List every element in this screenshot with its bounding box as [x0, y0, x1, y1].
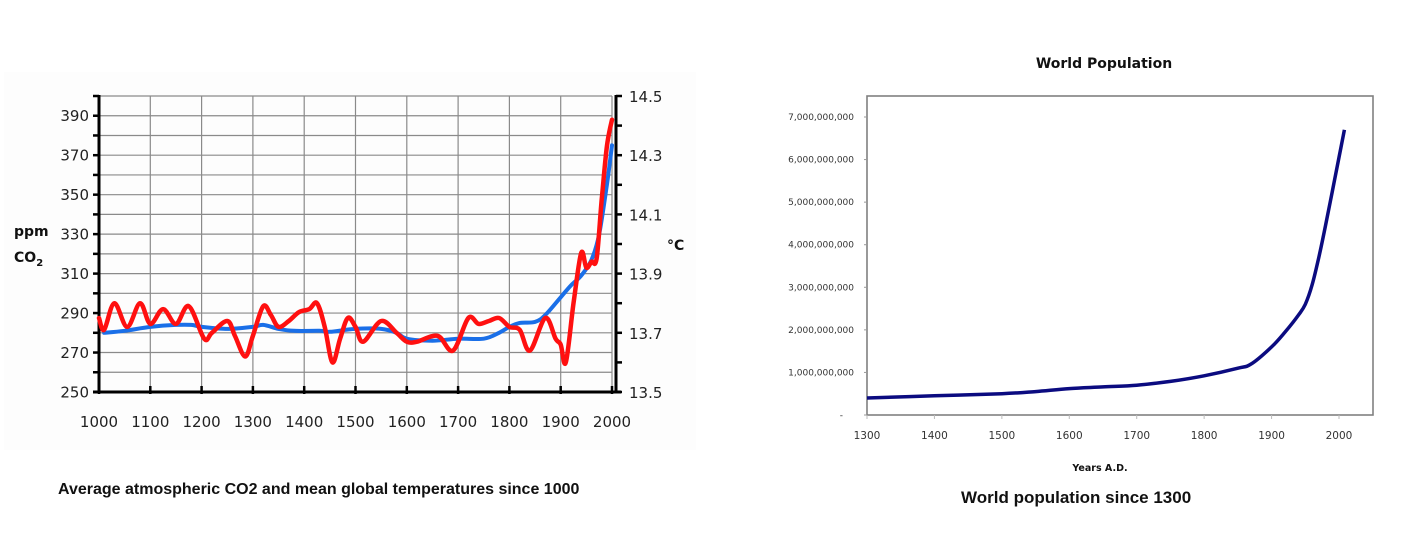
x-tick-label: 1100: [131, 413, 169, 431]
x-tick-label: 1900: [542, 413, 580, 431]
y-right-tick-label: 14.3: [629, 147, 662, 165]
x-tick-label: 1900: [1258, 430, 1285, 442]
co2-chart-caption: Average atmospheric CO2 and mean global …: [58, 481, 580, 498]
x-tick-label: 1300: [854, 430, 881, 442]
co2-subscript: 2: [36, 258, 43, 269]
x-tick-label: 1400: [285, 413, 323, 431]
y-left-tick-label: 350: [60, 186, 89, 204]
x-tick-label: 1600: [388, 413, 426, 431]
x-tick-label: 2000: [593, 413, 631, 431]
y-axis-left-label-ppm: ppm: [14, 224, 49, 240]
y-right-tick-label: 13.7: [629, 325, 662, 343]
y-left-tick-label: 270: [60, 344, 89, 362]
y-tick-label: 3,000,000,000: [788, 283, 854, 293]
plot-area-border: [866, 95, 1374, 416]
x-tick-label: 2000: [1326, 430, 1353, 442]
x-tick-label: 1000: [80, 413, 118, 431]
x-tick-label: 1800: [1191, 430, 1218, 442]
y-left-tick-label: 250: [60, 384, 89, 402]
x-tick-label: 1700: [1123, 430, 1150, 442]
y-tick-label: 1,000,000,000: [788, 368, 854, 378]
y-axis-left-label-co2: CO2: [14, 250, 43, 269]
y-right-tick-label: 13.9: [629, 266, 662, 284]
y-left-tick-label: 370: [60, 147, 89, 165]
y-left-tick-label: 290: [60, 305, 89, 323]
x-tick-label: 1800: [490, 413, 528, 431]
y-tick-label: 7,000,000,000: [788, 113, 854, 123]
y-tick-label: 6,000,000,000: [788, 156, 854, 166]
world-population-chart-panel: World Population - 1,000,000,000 2,000,000…: [730, 0, 1414, 552]
y-tick-label: 4,000,000,000: [788, 241, 854, 251]
y-tick-label: -: [840, 411, 843, 421]
y-right-tick-label: 14.1: [629, 206, 662, 224]
population-series-line: [866, 129, 1347, 400]
y-left-tick-label: 310: [60, 265, 89, 283]
y-left-tick-label: 390: [60, 107, 89, 125]
y-tick-label: 2,000,000,000: [788, 326, 854, 336]
co2-text: CO: [14, 250, 36, 266]
y-axis-right-label-celsius: °C: [667, 238, 684, 254]
temperature-series-line: [96, 117, 615, 367]
x-tick-label: 1700: [439, 413, 477, 431]
x-tick-label: 1500: [988, 430, 1015, 442]
x-tick-label: 1600: [1056, 430, 1083, 442]
y-tick-label: 5,000,000,000: [788, 198, 854, 208]
population-chart-caption: World population since 1300: [961, 488, 1192, 507]
y-right-tick-label: 14.5: [629, 88, 662, 106]
x-tick-label: 1400: [921, 430, 948, 442]
y-left-tick-label: 330: [60, 226, 89, 244]
x-tick-label: 1200: [183, 413, 221, 431]
population-x-axis-label: Years A.D.: [1071, 463, 1127, 474]
y-right-tick-label: 13.5: [629, 384, 662, 402]
co2-temperature-chart-panel: ppm CO2 °C 250 270 290 310 330 350 370 390 13.5 1…: [4, 72, 696, 498]
x-tick-label: 1300: [234, 413, 272, 431]
x-tick-label: 1500: [336, 413, 374, 431]
population-chart-title: World Population: [1036, 56, 1172, 72]
co2-temperature-chart: ppm CO2 °C 250 270 290 310 330 350 370 390 13.5 1…: [4, 72, 696, 450]
world-population-chart: World Population - 1,000,000,000 2,000,000…: [788, 56, 1374, 474]
